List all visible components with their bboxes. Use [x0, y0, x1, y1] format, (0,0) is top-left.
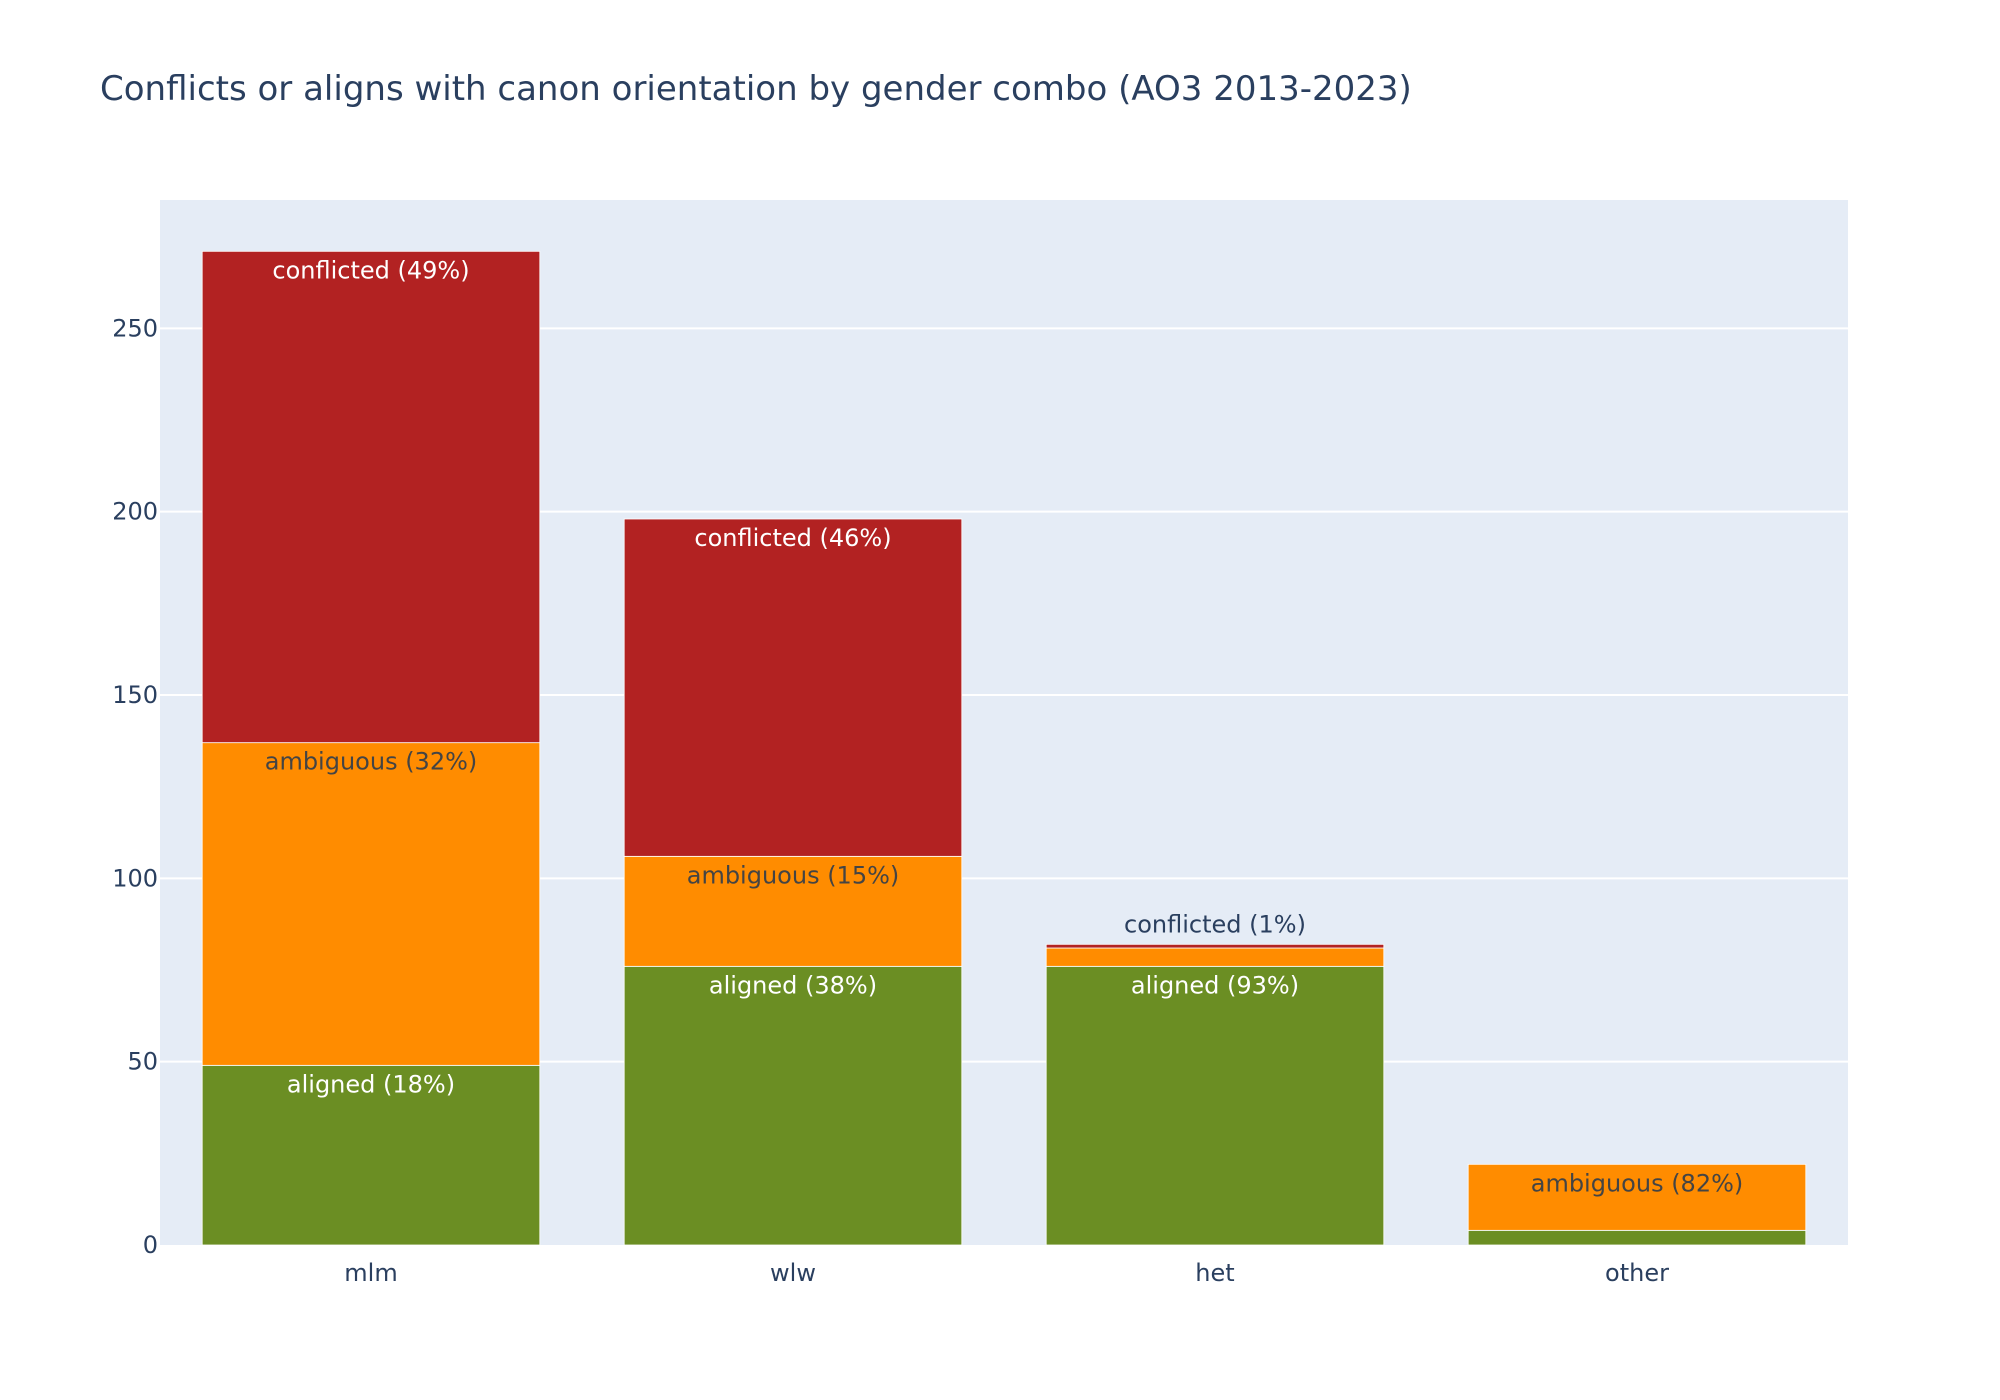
x-tick-label: wlw [770, 1259, 816, 1287]
bar-ambiguous [1045, 947, 1385, 967]
y-tick-label: 50 [127, 1048, 158, 1076]
y-tick-label: 200 [112, 498, 158, 526]
bar-label-ambiguous: ambiguous (82%) [1531, 1169, 1744, 1197]
bar-ambiguous [623, 855, 963, 967]
bar-label-aligned: aligned (18%) [287, 1070, 455, 1098]
y-axis-ticks: 0 50 100 150 200 250 [112, 314, 158, 1259]
bar-label-ambiguous: ambiguous (15%) [687, 861, 900, 889]
x-tick-label: mlm [344, 1259, 397, 1287]
bar-conflicted [201, 250, 541, 744]
bar-aligned [623, 965, 963, 1246]
bar-ambiguous [1467, 1163, 1807, 1231]
bar-label-conflicted: conflicted (46%) [694, 524, 891, 552]
x-tick-label: other [1605, 1259, 1669, 1287]
x-tick-label: het [1195, 1259, 1234, 1287]
chart-title: Conflicts or aligns with canon orientati… [100, 69, 1412, 109]
bar-ambiguous [201, 742, 541, 1066]
y-tick-label: 150 [112, 681, 158, 709]
y-tick-label: 250 [112, 314, 158, 342]
bar-label-aligned: aligned (93%) [1131, 971, 1299, 999]
bar-label-conflicted: conflicted (1%) [1124, 910, 1306, 938]
y-tick-label: 100 [112, 864, 158, 892]
bars [201, 250, 1807, 1246]
bar-label-conflicted: conflicted (49%) [272, 256, 469, 284]
x-axis-ticks: mlm wlw het other [344, 1259, 1669, 1287]
bar-labels: aligned (18%) aligned (38%) aligned (93%) a… [265, 256, 1744, 1197]
bar-aligned [1467, 1229, 1807, 1246]
bar-aligned [1045, 965, 1385, 1246]
y-tick-label: 0 [143, 1231, 158, 1259]
bar-label-ambiguous: ambiguous (32%) [265, 748, 478, 776]
bar-aligned [201, 1064, 541, 1246]
bar-conflicted [623, 518, 963, 857]
bar-conflicted [1045, 943, 1385, 949]
bar-label-aligned: aligned (38%) [709, 971, 877, 999]
